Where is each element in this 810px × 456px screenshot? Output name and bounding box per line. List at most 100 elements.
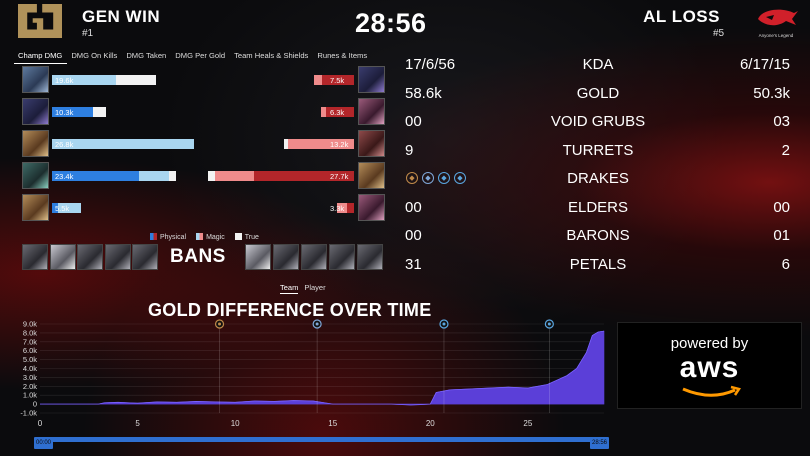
al-logo-icon [758,9,798,26]
magic-segment [287,139,354,149]
right-team-name: AL LOSS [643,7,720,26]
right-damage-value: 13.2k [330,140,349,149]
damage-tabs: Champ DMG DMG On Kills DMG Taken DMG Per Go… [14,51,372,64]
cloud-drake-icon-core [315,322,319,326]
magic-segment [52,75,117,85]
right-champion-portrait[interactable] [358,194,385,221]
left-damage-value: 23.4k [55,172,74,181]
x-tick-label: 5 [135,419,140,428]
y-tick-label: 6.0k [23,346,37,355]
stat-label: ELDERS [567,198,629,216]
right-damage-value: 6.3k [330,108,345,117]
aws-sponsor-box: powered by aws [617,322,802,409]
left-champion-portrait[interactable] [22,194,49,221]
right-damage-bar [284,139,354,149]
gold-diff-line [40,330,605,406]
cloud-drake-icon: ◆ [422,172,434,184]
damage-legend: Physical Magic True [150,233,259,241]
true-segment [207,171,215,181]
right-champion-portrait[interactable] [358,66,385,93]
right-champion-portrait[interactable] [358,130,385,157]
true-segment [92,107,107,117]
legend-true: True [234,233,259,241]
stat-label: VOID GRUBS [550,113,646,130]
tab-dmg-per-gold[interactable]: DMG Per Gold [175,51,226,60]
left-damage-bar [52,203,82,213]
timeline-slider-track[interactable] [38,437,608,442]
stat-left-value: 31 [405,255,422,273]
timeline-end-handle[interactable]: 28:56 [590,437,610,449]
gold-diff-chart: -1.0k01.0k2.0k3.0k4.0k5.0k6.0k7.0k8.0k9.… [20,319,605,428]
left-team-rank: #1 [82,28,94,39]
magic-segment [138,171,170,181]
right-champion-portrait[interactable] [358,162,385,189]
left-damage-value: 10.3k [55,108,74,117]
physical-segment [347,203,354,213]
y-tick-label: 1.0k [23,391,37,400]
left-damage-value: 5.5k [55,204,70,213]
stat-right-value: 6/17/15 [739,56,790,73]
tab-dmg-on-kills[interactable]: DMG On Kills [71,51,118,60]
stat-left-value: 00 [405,113,422,130]
game-timer: 28:56 [355,8,427,38]
left-ban-portrait [132,244,158,270]
magic-segment [314,75,323,85]
legend-physical: Physical [150,233,186,241]
left-champion-portrait[interactable] [22,98,49,125]
left-champion-portrait[interactable] [22,66,49,93]
stat-right-value: 01 [773,227,790,244]
timeline-start-handle[interactable]: 00:00 [34,437,54,449]
tab-team-heals-shields[interactable]: Team Heals & Shields [234,51,309,60]
physical-segment [52,171,139,181]
y-tick-label: 7.0k [23,337,37,346]
gold-diff-area [40,330,605,406]
toggle-player[interactable]: Player [304,283,326,292]
left-champion-portrait[interactable] [22,130,49,157]
stat-left-value: 58.6k [405,84,442,102]
stat-label: DRAKES [567,170,629,187]
aws-powered-by: powered by [670,335,749,352]
x-tick-label: 0 [38,419,43,428]
stat-left-value: 00 [405,227,422,244]
left-damage-bar [52,75,156,85]
true-swatch-icon [234,233,242,240]
magic-swatch-icon [196,233,204,240]
stat-right-value: 50.3k [753,84,790,102]
y-tick-label: 5.0k [23,355,37,364]
stat-label: GOLD [576,84,620,102]
left-damage-bar [52,107,107,117]
left-ban-portrait [77,244,103,270]
x-tick-label: 25 [523,419,532,428]
tab-champ-dmg[interactable]: Champ DMG [14,51,68,64]
left-ban-portrait [22,244,48,270]
toggle-team[interactable]: Team [280,283,299,294]
right-ban-portrait [245,244,271,270]
right-champion-portrait[interactable] [358,98,385,125]
right-ban-portrait [273,244,299,270]
left-damage-value: 19.6k [55,76,74,85]
magic-segment [336,203,347,213]
bans-label: BANS [170,246,226,267]
stat-label: TURRETS [562,141,634,159]
stat-label: KDA [582,56,614,73]
al-logo-caption: Anyone's Legend [758,33,794,38]
left-champion-portrait[interactable] [22,162,49,189]
tab-runes-items[interactable]: Runes & Items [317,51,368,60]
stat-left-value: 00 [405,198,422,216]
true-segment [284,139,288,149]
right-damage-bar [320,107,354,117]
right-damage-bar [314,75,354,85]
legend-physical-label: Physical [160,234,187,241]
y-tick-label: 2.0k [23,382,37,391]
physical-segment [52,203,58,213]
stat-right-value: 2 [781,141,790,159]
right-damage-value: 3.3k [330,204,345,213]
physical-segment [52,107,93,117]
stat-right-value: 03 [773,113,790,130]
right-damage-value: 27.7k [330,172,349,181]
physical-segment [254,171,354,181]
ocean-drake-icon-core [442,322,446,326]
stat-label: PETALS [569,255,627,273]
magic-segment [57,203,82,213]
tab-dmg-taken[interactable]: DMG Taken [126,51,167,60]
